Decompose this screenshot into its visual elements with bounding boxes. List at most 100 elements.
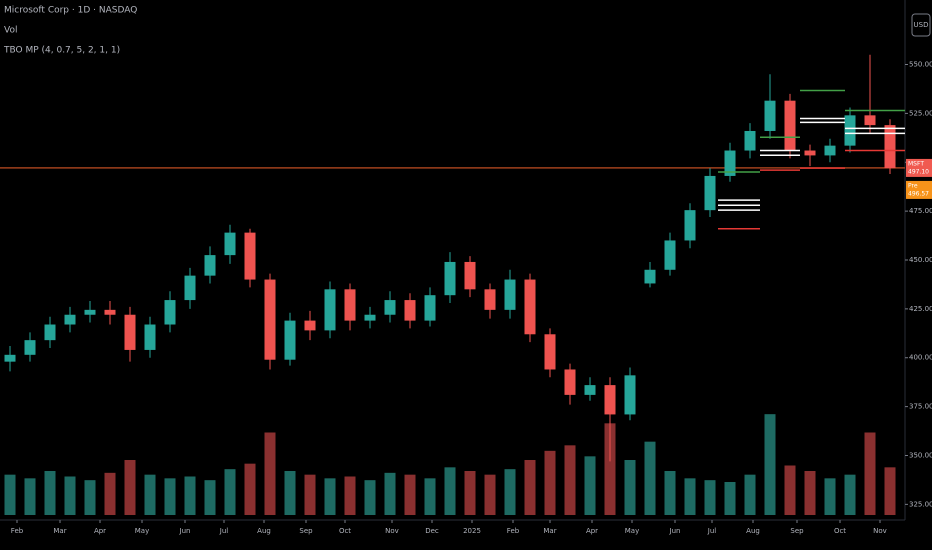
indicator-label: TBO MP (4, 0.7, 5, 2, 1, 1) — [3, 46, 120, 56]
volume-bar — [404, 474, 416, 515]
price-badge-name: Pre — [908, 182, 918, 189]
candle-body — [244, 232, 256, 280]
volume-bar — [184, 476, 196, 515]
y-tick-label: 450.00 — [909, 256, 932, 264]
x-tick-label: Aug — [257, 527, 271, 535]
candle-body — [24, 340, 36, 355]
volume-bar — [204, 480, 216, 515]
x-tick-label: Feb — [507, 527, 520, 535]
volume-bar — [284, 471, 296, 515]
currency-box[interactable] — [911, 13, 931, 37]
volume-bar — [264, 432, 276, 515]
candle-body — [424, 295, 436, 321]
price-badge — [906, 158, 932, 177]
x-tick-label: 2025 — [463, 527, 481, 535]
candle-body — [684, 210, 696, 241]
volume-bar — [824, 478, 836, 515]
candle-body — [444, 261, 456, 296]
x-tick-label: Mar — [53, 527, 66, 535]
candle-body — [464, 261, 476, 290]
volume-bar — [104, 472, 116, 515]
volume-bar — [624, 460, 636, 515]
candle-body — [584, 385, 596, 395]
x-tick-label: Jul — [707, 527, 717, 535]
candle-body — [104, 309, 116, 315]
candle-body — [864, 115, 876, 126]
x-tick-label: May — [135, 527, 149, 535]
volume-bar — [444, 467, 456, 515]
volume-bar — [324, 478, 336, 515]
y-tick-label: 425.00 — [909, 305, 932, 313]
candle-body — [784, 100, 796, 151]
x-tick-label: Mar — [543, 527, 556, 535]
candle-body — [764, 100, 776, 131]
volume-bar — [384, 472, 396, 515]
candle-body — [164, 300, 176, 325]
volume-bar — [664, 471, 676, 515]
price-badge-name: MSFT — [908, 160, 924, 167]
volume-bar — [44, 471, 56, 515]
x-tick-label: Oct — [834, 527, 846, 535]
volume-bar — [644, 441, 656, 515]
candle-body — [344, 289, 356, 321]
volume-bar — [704, 480, 716, 515]
x-tick-label: Nov — [873, 527, 887, 535]
candle-body — [604, 385, 616, 415]
candle-body — [384, 300, 396, 315]
volume-bar — [764, 414, 776, 515]
volume-bar — [64, 476, 76, 515]
volume-bar — [724, 482, 736, 515]
candle-body — [204, 255, 216, 276]
candle-body — [184, 275, 196, 301]
candle-body — [264, 279, 276, 360]
candle-body — [824, 145, 836, 156]
x-tick-label: Sep — [299, 527, 313, 535]
candle-body — [544, 334, 556, 370]
volume-bar — [344, 476, 356, 515]
candle-body — [284, 320, 296, 360]
candle-body — [324, 289, 336, 331]
volume-bar — [484, 474, 496, 515]
candle-body — [144, 324, 156, 350]
candle-body — [724, 150, 736, 176]
volume-bar — [844, 474, 856, 515]
x-tick-label: Aug — [746, 527, 760, 535]
volume-bar — [464, 471, 476, 515]
volume-bar — [84, 480, 96, 515]
volume-bar — [604, 423, 616, 515]
volume-label: Vol — [4, 26, 17, 36]
candle-body — [484, 289, 496, 310]
price-badge-value: 496.57 — [908, 190, 929, 197]
candle-body — [524, 279, 536, 335]
price-badge-value: 497.10 — [908, 168, 929, 175]
x-tick-label: Sep — [790, 527, 804, 535]
y-tick-label: 475.00 — [909, 207, 932, 215]
volume-bar — [544, 450, 556, 515]
x-tick-label: Nov — [385, 527, 399, 535]
candle-body — [844, 115, 856, 146]
x-tick-label: May — [625, 527, 639, 535]
candle-body — [4, 354, 16, 362]
volume-bar — [784, 465, 796, 515]
candle-body — [84, 309, 96, 315]
candle-body — [304, 320, 316, 331]
volume-bar — [304, 474, 316, 515]
x-tick-label: Jun — [179, 527, 191, 535]
candle-body — [364, 314, 376, 321]
x-tick-label: Jun — [669, 527, 681, 535]
volume-bar — [744, 474, 756, 515]
candle-body — [404, 300, 416, 321]
x-tick-label: Oct — [339, 527, 351, 535]
candle-body — [224, 232, 236, 256]
volume-bar — [224, 469, 236, 515]
volume-bar — [504, 469, 516, 515]
candle-body — [804, 150, 816, 156]
volume-bar — [684, 478, 696, 515]
y-tick-label: 325.00 — [909, 500, 932, 508]
volume-bar — [584, 456, 596, 515]
volume-bar — [164, 478, 176, 515]
candle-body — [664, 240, 676, 270]
volume-bar — [364, 480, 376, 515]
currency[interactable]: USD — [914, 21, 929, 29]
